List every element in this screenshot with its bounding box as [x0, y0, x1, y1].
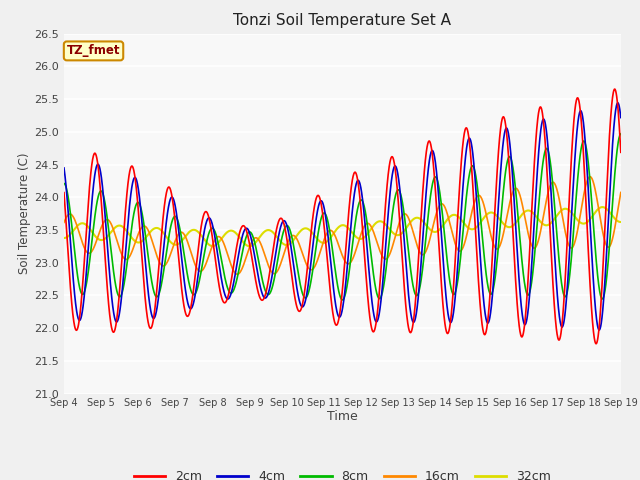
X-axis label: Time: Time: [327, 410, 358, 423]
Y-axis label: Soil Temperature (C): Soil Temperature (C): [19, 153, 31, 275]
Title: Tonzi Soil Temperature Set A: Tonzi Soil Temperature Set A: [234, 13, 451, 28]
Text: TZ_fmet: TZ_fmet: [67, 44, 120, 58]
Legend: 2cm, 4cm, 8cm, 16cm, 32cm: 2cm, 4cm, 8cm, 16cm, 32cm: [129, 465, 556, 480]
